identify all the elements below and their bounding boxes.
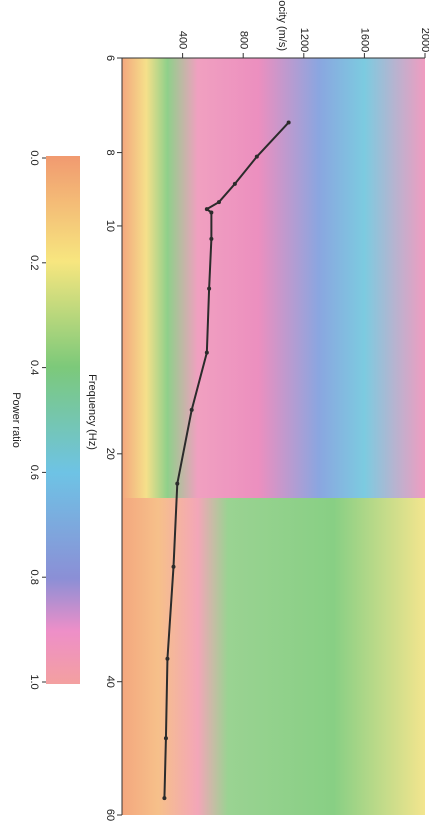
curve-point — [204, 207, 209, 212]
y-tick-label: 400 — [177, 31, 189, 49]
frequency-label: Frequency (Hz) — [86, 374, 98, 450]
curve-point — [207, 286, 212, 291]
y-tick-label: 800 — [237, 31, 249, 49]
curve-point — [232, 181, 237, 186]
colorbar-label: Power ratio — [10, 392, 22, 448]
curve-point — [204, 350, 209, 355]
curve-point — [209, 236, 214, 241]
x-tick-label: 6 — [104, 55, 116, 61]
curve-point — [171, 564, 176, 569]
curve-point — [254, 154, 259, 159]
y-tick-label: 1600 — [358, 28, 370, 52]
velocity-label: Velocity (m/s) — [276, 0, 288, 51]
curve-point — [165, 656, 170, 661]
curve-point — [189, 407, 194, 412]
heatmap-upper — [122, 58, 425, 498]
x-tick-label: 20 — [104, 448, 116, 460]
x-tick-label: 40 — [104, 676, 116, 688]
y-tick-label: 2000 — [419, 28, 429, 52]
curve-point — [162, 796, 167, 801]
curve-point — [175, 481, 180, 486]
colorbar-tick-label: 0.0 — [28, 150, 40, 165]
colorbar-tick-label: 0.4 — [28, 360, 40, 375]
colorbar-tick-label: 0.8 — [28, 570, 40, 585]
curve-point — [209, 210, 214, 215]
x-tick-label: 10 — [104, 220, 116, 232]
colorbar-tick-label: 0.6 — [28, 465, 40, 480]
curve-point — [286, 120, 291, 125]
colorbar-tick-label: 0.2 — [28, 255, 40, 270]
colorbar-tick-label: 1.0 — [28, 674, 40, 689]
x-tick-label: 8 — [104, 150, 116, 156]
y-tick-label: 1200 — [298, 28, 310, 52]
colorbar — [46, 156, 80, 684]
curve-point — [216, 200, 221, 205]
curve-point — [163, 736, 168, 741]
x-tick-label: 60 — [104, 809, 116, 821]
heatmap-lower — [122, 498, 425, 815]
